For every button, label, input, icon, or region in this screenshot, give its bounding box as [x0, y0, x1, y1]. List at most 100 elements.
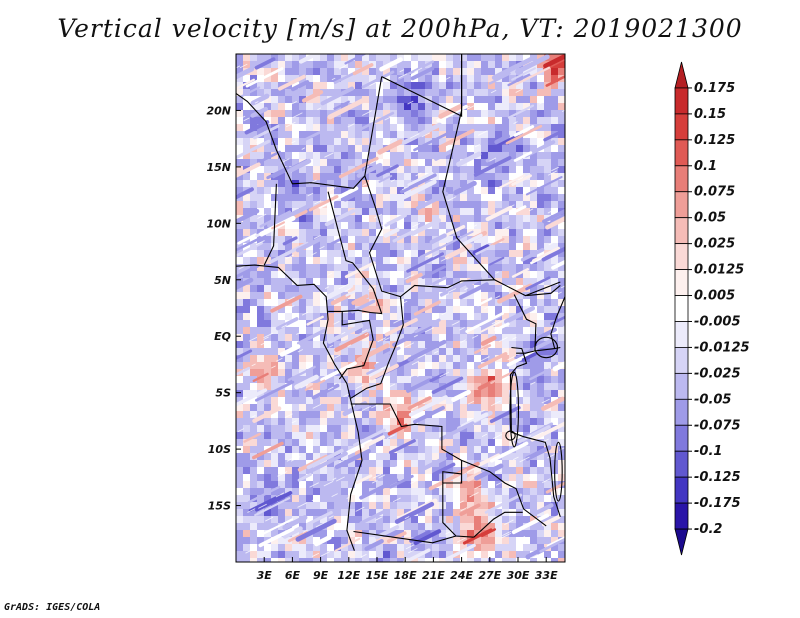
field-cell	[327, 376, 335, 384]
field-cell	[516, 257, 524, 265]
field-cell	[327, 187, 335, 195]
field-cell	[257, 376, 265, 384]
field-cell	[537, 292, 545, 300]
field-cell	[397, 236, 405, 244]
field-cell	[523, 558, 531, 562]
field-cell	[446, 488, 454, 496]
field-cell	[488, 194, 496, 202]
field-cell	[453, 61, 461, 69]
field-contour	[547, 170, 558, 176]
field-cell	[257, 117, 265, 125]
field-cell	[278, 89, 286, 97]
field-cell	[306, 425, 314, 433]
field-cell	[376, 411, 384, 419]
field-cell	[313, 96, 321, 104]
field-cell	[439, 425, 447, 433]
field-cell	[404, 131, 412, 139]
field-cell	[348, 397, 356, 405]
field-cell	[474, 215, 482, 223]
field-cell	[530, 222, 538, 230]
field-cell	[446, 544, 454, 552]
field-cell	[460, 530, 468, 538]
field-cell	[271, 243, 279, 251]
field-cell	[474, 481, 482, 489]
field-contour	[286, 296, 295, 302]
field-cell	[299, 264, 307, 272]
field-cell	[516, 299, 524, 307]
field-cell	[488, 110, 496, 118]
field-cell	[509, 383, 517, 391]
field-contour	[314, 200, 322, 205]
field-cell	[467, 509, 475, 517]
field-cell	[362, 89, 370, 97]
field-cell	[236, 222, 244, 230]
field-cell	[341, 264, 349, 272]
field-cell	[236, 292, 244, 300]
field-cell	[446, 187, 454, 195]
field-cell	[236, 54, 244, 62]
field-cell	[243, 299, 251, 307]
field-contour	[474, 485, 482, 489]
field-cell	[446, 68, 454, 76]
country-border	[350, 403, 474, 538]
field-cell	[446, 376, 454, 384]
field-contour	[515, 88, 523, 93]
field-cell	[495, 131, 503, 139]
field-cell	[397, 537, 405, 545]
field-cell	[495, 82, 503, 90]
field-cell	[523, 488, 531, 496]
field-streak	[295, 236, 323, 253]
field-cell	[320, 509, 328, 517]
field-cell	[397, 334, 405, 342]
field-cell	[474, 138, 482, 146]
field-cell	[558, 544, 565, 552]
field-cell	[544, 523, 552, 531]
field-cell	[558, 299, 565, 307]
field-cell	[264, 208, 272, 216]
field-cell	[530, 397, 538, 405]
field-cell	[243, 481, 251, 489]
field-cell	[523, 369, 531, 377]
field-cell	[474, 54, 482, 62]
field-cell	[243, 222, 251, 230]
field-streak	[294, 374, 319, 390]
field-cell	[502, 523, 510, 531]
field-cell	[502, 285, 510, 293]
field-contour	[498, 470, 502, 473]
field-streak	[314, 535, 332, 547]
field-cell	[439, 439, 447, 447]
field-contour	[333, 354, 341, 359]
field-contour	[522, 537, 530, 543]
field-cell	[404, 243, 412, 251]
field-cell	[495, 460, 503, 468]
field-cell	[376, 481, 384, 489]
field-cell	[327, 194, 335, 202]
field-cell	[495, 425, 503, 433]
field-contour	[319, 245, 325, 250]
field-cell	[488, 201, 496, 209]
field-cell	[432, 537, 440, 545]
field-cell	[425, 544, 433, 552]
field-streak	[236, 187, 254, 200]
field-contour	[432, 253, 440, 258]
field-cell	[439, 551, 447, 559]
field-cell	[425, 460, 433, 468]
field-cell	[327, 355, 335, 363]
field-cell	[285, 264, 293, 272]
field-cell	[509, 145, 517, 153]
field-cell	[502, 236, 510, 244]
field-cell	[523, 537, 531, 545]
field-cell	[551, 530, 559, 538]
field-cell	[432, 131, 440, 139]
field-cell	[488, 530, 496, 538]
field-cell	[320, 278, 328, 286]
field-cell	[341, 432, 349, 440]
field-cell	[474, 446, 482, 454]
field-streak	[541, 246, 565, 262]
field-cell	[516, 544, 524, 552]
field-cell	[250, 117, 258, 125]
field-cell	[341, 299, 349, 307]
field-cell	[397, 271, 405, 279]
field-cell	[481, 474, 489, 482]
field-cell	[404, 250, 412, 258]
